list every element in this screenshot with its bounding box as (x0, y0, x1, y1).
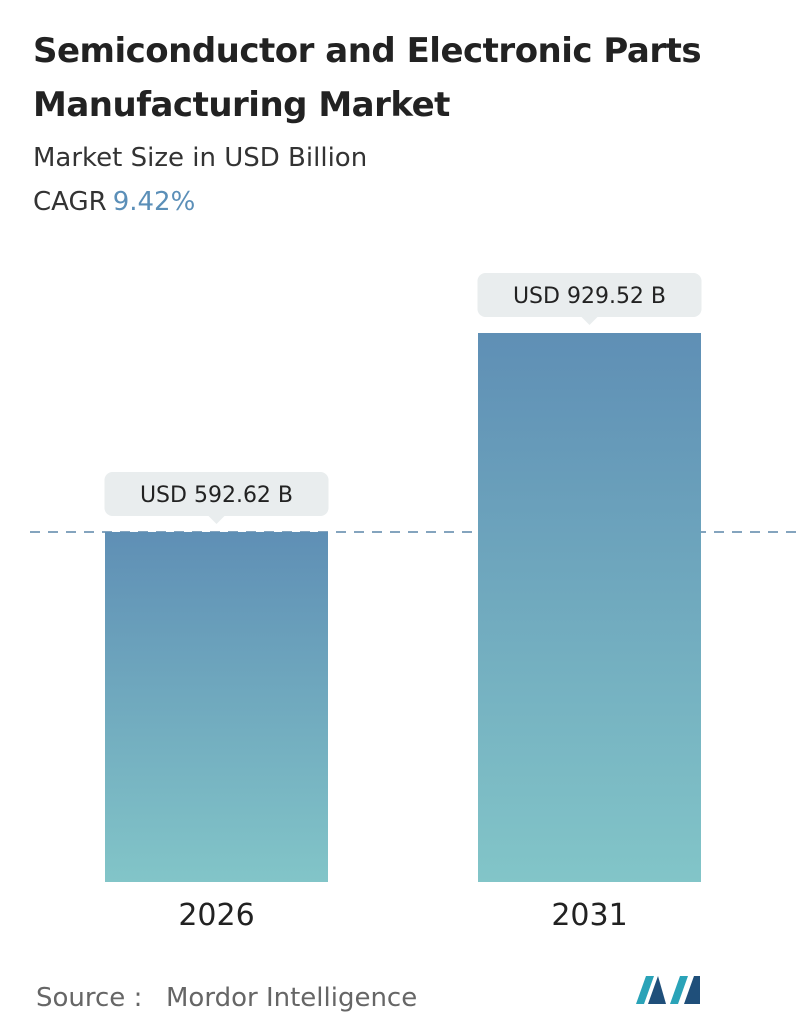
data-label: USD 592.62 B (140, 483, 293, 508)
label-box (477, 273, 702, 317)
source: Mordor Intelligence (166, 983, 417, 1013)
bar (478, 333, 701, 882)
value-label: USD 929.52 B (477, 273, 702, 325)
label-pointer (581, 317, 598, 325)
cagr-value: 9.42% (112, 187, 196, 217)
x-tick-label: 2026 (178, 898, 254, 933)
label-pointer (208, 515, 225, 524)
header: Semiconductor and Electronic Parts Manuf… (33, 24, 753, 226)
bar (105, 531, 328, 882)
value-label: USD 592.62 B (104, 471, 329, 524)
x-tick-label: 2031 (551, 898, 627, 933)
source-label: Source : (36, 983, 142, 1013)
cagr-label: CAGR (33, 187, 107, 217)
chart-subtitle: Market Size in USD Billion (33, 143, 368, 173)
cagr: CAGR 9.42% (33, 178, 753, 226)
data-label: USD 929.52 B (513, 284, 666, 309)
chart-title: Semiconductor and Electronic Parts Manuf… (33, 31, 702, 125)
logo (636, 976, 700, 1004)
label-box (104, 471, 329, 516)
